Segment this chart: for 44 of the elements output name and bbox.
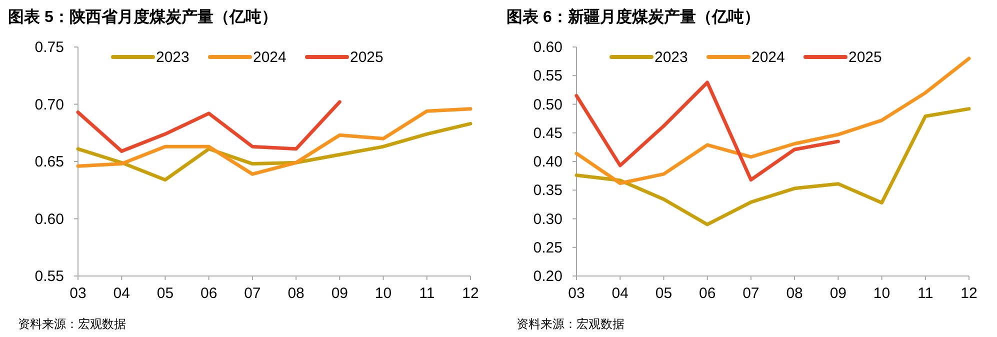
y-tick-label: 0.75 xyxy=(34,39,64,56)
legend-label: 2025 xyxy=(848,49,882,66)
x-tick-label: 09 xyxy=(331,285,348,302)
x-tick-label: 10 xyxy=(873,285,890,302)
x-tick-label: 05 xyxy=(655,285,672,302)
x-tick-label: 07 xyxy=(742,285,760,302)
y-tick-label: 0.60 xyxy=(533,39,562,56)
x-tick-label: 08 xyxy=(288,285,304,302)
legend-label: 2023 xyxy=(654,49,688,66)
chart-title: 图表 5：陕西省月度煤炭产量（亿吨） xyxy=(8,7,278,26)
legend-label: 2024 xyxy=(253,49,286,66)
y-tick-label: 0.40 xyxy=(533,154,562,170)
legend-label: 2025 xyxy=(350,49,384,66)
x-tick-label: 12 xyxy=(960,285,978,302)
y-tick-label: 0.50 xyxy=(533,96,562,114)
x-tick-label: 04 xyxy=(113,285,130,302)
y-tick-label: 0.45 xyxy=(533,124,562,142)
x-tick-label: 07 xyxy=(244,285,261,302)
chart-title: 图表 6：新疆月度煤炭产量（亿吨） xyxy=(506,7,760,26)
x-tick-label: 08 xyxy=(786,285,803,302)
x-tick-label: 03 xyxy=(70,285,86,302)
y-tick-label: 0.70 xyxy=(34,96,64,114)
x-tick-label: 11 xyxy=(419,285,435,302)
x-tick-label: 06 xyxy=(698,285,716,302)
y-tick-label: 0.25 xyxy=(533,239,562,256)
x-tick-label: 06 xyxy=(200,285,218,302)
y-tick-label: 0.60 xyxy=(34,210,64,228)
y-tick-label: 0.35 xyxy=(533,182,562,200)
y-tick-label: 0.20 xyxy=(533,268,562,285)
y-tick-label: 0.55 xyxy=(533,68,562,85)
legend-label: 2023 xyxy=(156,49,190,66)
x-tick-label: 09 xyxy=(830,285,847,302)
text: 资料来源：宏观数据 xyxy=(516,317,624,331)
y-tick-label: 0.65 xyxy=(34,154,64,170)
y-tick-label: 0.55 xyxy=(34,268,64,285)
x-tick-label: 11 xyxy=(918,285,934,302)
legend-label: 2024 xyxy=(752,49,785,66)
text: 资料来源：宏观数据 xyxy=(18,317,126,331)
x-tick-label: 04 xyxy=(612,285,628,302)
x-tick-label: 12 xyxy=(462,285,479,302)
x-tick-label: 03 xyxy=(568,285,585,302)
y-tick-label: 0.30 xyxy=(533,210,562,228)
x-tick-label: 10 xyxy=(374,285,392,302)
x-tick-label: 05 xyxy=(156,285,174,302)
